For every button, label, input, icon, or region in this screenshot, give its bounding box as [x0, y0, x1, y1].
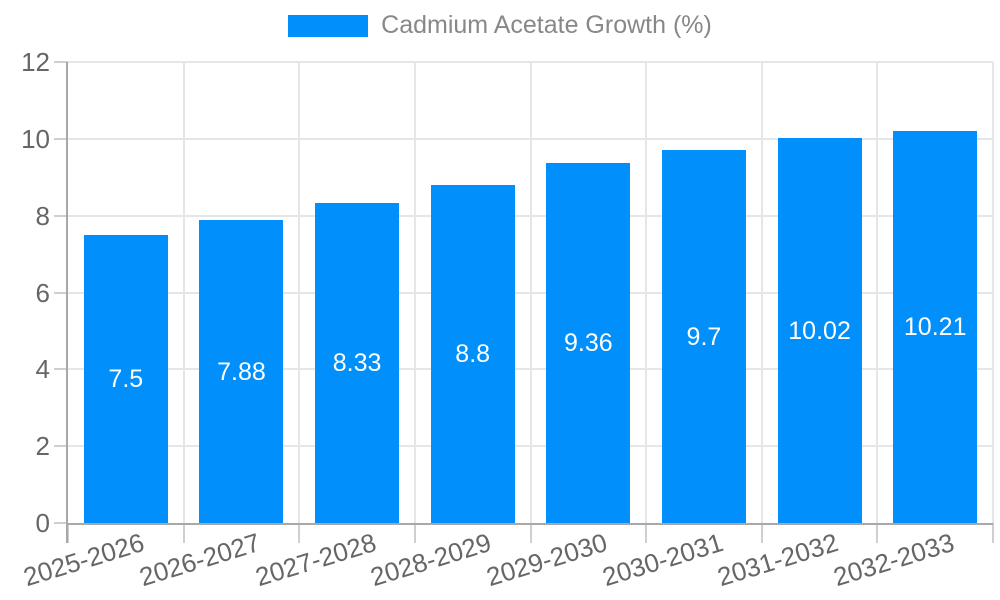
y-axis-tick — [54, 522, 68, 524]
x-axis-label: 2029-2030 — [482, 527, 611, 593]
x-axis-tick — [876, 523, 879, 543]
y-axis-label: 12 — [21, 47, 50, 77]
x-axis-tick — [182, 523, 185, 543]
x-gridline — [529, 62, 532, 523]
x-gridline — [298, 62, 301, 523]
y-axis-tick — [54, 445, 68, 448]
bar-value-label: 7.88 — [217, 357, 266, 386]
x-axis-tick — [645, 523, 648, 543]
bar[interactable]: 8.8 — [430, 184, 515, 523]
x-gridline — [760, 62, 763, 523]
bar[interactable]: 9.36 — [546, 163, 631, 523]
x-axis-label: 2028-2029 — [367, 527, 495, 593]
bar[interactable]: 7.88 — [199, 220, 284, 523]
y-axis-label: 2 — [35, 431, 50, 462]
legend-swatch — [288, 14, 369, 37]
x-gridline — [182, 62, 185, 523]
x-axis-label: 2026-2027 — [135, 527, 264, 593]
x-axis-label: 2030-2031 — [598, 527, 727, 593]
bar-value-label: 9.7 — [686, 322, 722, 351]
bar[interactable]: 8.33 — [315, 202, 400, 523]
x-axis-label: 2031-2032 — [714, 527, 842, 593]
y-axis-label: 0 — [35, 508, 50, 538]
x-gridline — [992, 62, 994, 523]
x-axis-label: 2025-2026 — [20, 527, 148, 593]
bar[interactable]: 10.21 — [893, 130, 978, 523]
y-axis-line — [66, 62, 68, 543]
bar[interactable]: 7.5 — [83, 234, 168, 523]
bar-value-label: 8.8 — [455, 339, 491, 368]
y-axis-tick — [54, 137, 68, 140]
y-axis-tick — [54, 368, 68, 371]
bar-value-label: 10.21 — [903, 312, 967, 341]
x-axis-label: 2032-2033 — [829, 527, 958, 593]
x-gridline — [413, 62, 416, 523]
x-axis-tick — [529, 523, 532, 543]
y-axis-label: 10 — [21, 123, 50, 154]
y-axis-label: 4 — [35, 354, 50, 385]
legend-label: Cadmium Acetate Growth (%) — [381, 11, 712, 39]
y-axis-label: 8 — [35, 200, 50, 231]
x-axis-tick — [760, 523, 763, 543]
y-axis-tick — [54, 61, 68, 63]
x-axis-tick — [413, 523, 416, 543]
bar-value-label: 8.33 — [332, 348, 382, 377]
x-axis-label: 2027-2028 — [251, 527, 380, 593]
x-gridline — [876, 62, 879, 523]
y-axis-label: 6 — [35, 277, 50, 308]
legend[interactable]: Cadmium Acetate Growth (%) — [0, 13, 1000, 38]
y-axis-tick — [54, 214, 68, 217]
x-axis-tick — [992, 523, 994, 543]
bar-value-label: 10.02 — [788, 316, 851, 345]
bar[interactable]: 9.7 — [661, 150, 746, 523]
y-axis-tick — [54, 291, 68, 294]
x-gridline — [645, 62, 648, 523]
bar-value-label: 9.36 — [563, 329, 613, 358]
bar-value-label: 7.5 — [108, 364, 144, 393]
bar[interactable]: 10.02 — [777, 138, 862, 523]
x-axis-line — [66, 523, 993, 525]
x-axis-tick — [67, 523, 69, 543]
x-axis-tick — [298, 523, 301, 543]
